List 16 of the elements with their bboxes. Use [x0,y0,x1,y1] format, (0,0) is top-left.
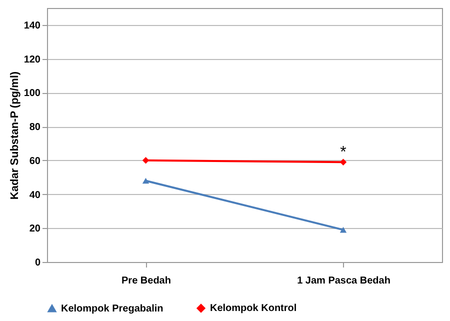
y-tick-label: 100 [24,88,41,100]
y-tick-label: 60 [29,156,41,167]
x-tick-label: Pre Bedah [122,276,171,286]
x-tick-label: 1 Jam Pasca Bedah [297,276,390,286]
y-tick-label: 40 [29,190,41,201]
y-tick-label: 0 [34,258,41,268]
point [142,157,150,164]
legend-label: Kelompok Kontrol [210,303,297,314]
legend-label: Kelompok Pregabalin [61,303,164,314]
y-axis-title: Kadar Substan-P (pg/ml) [8,71,21,200]
y-tick-label: 120 [24,54,41,66]
y-tick-label: 140 [24,20,41,32]
y-tick-label: 80 [29,122,41,134]
annotation: * [340,144,346,162]
y-tick-label: 20 [29,224,41,235]
point [340,158,347,166]
